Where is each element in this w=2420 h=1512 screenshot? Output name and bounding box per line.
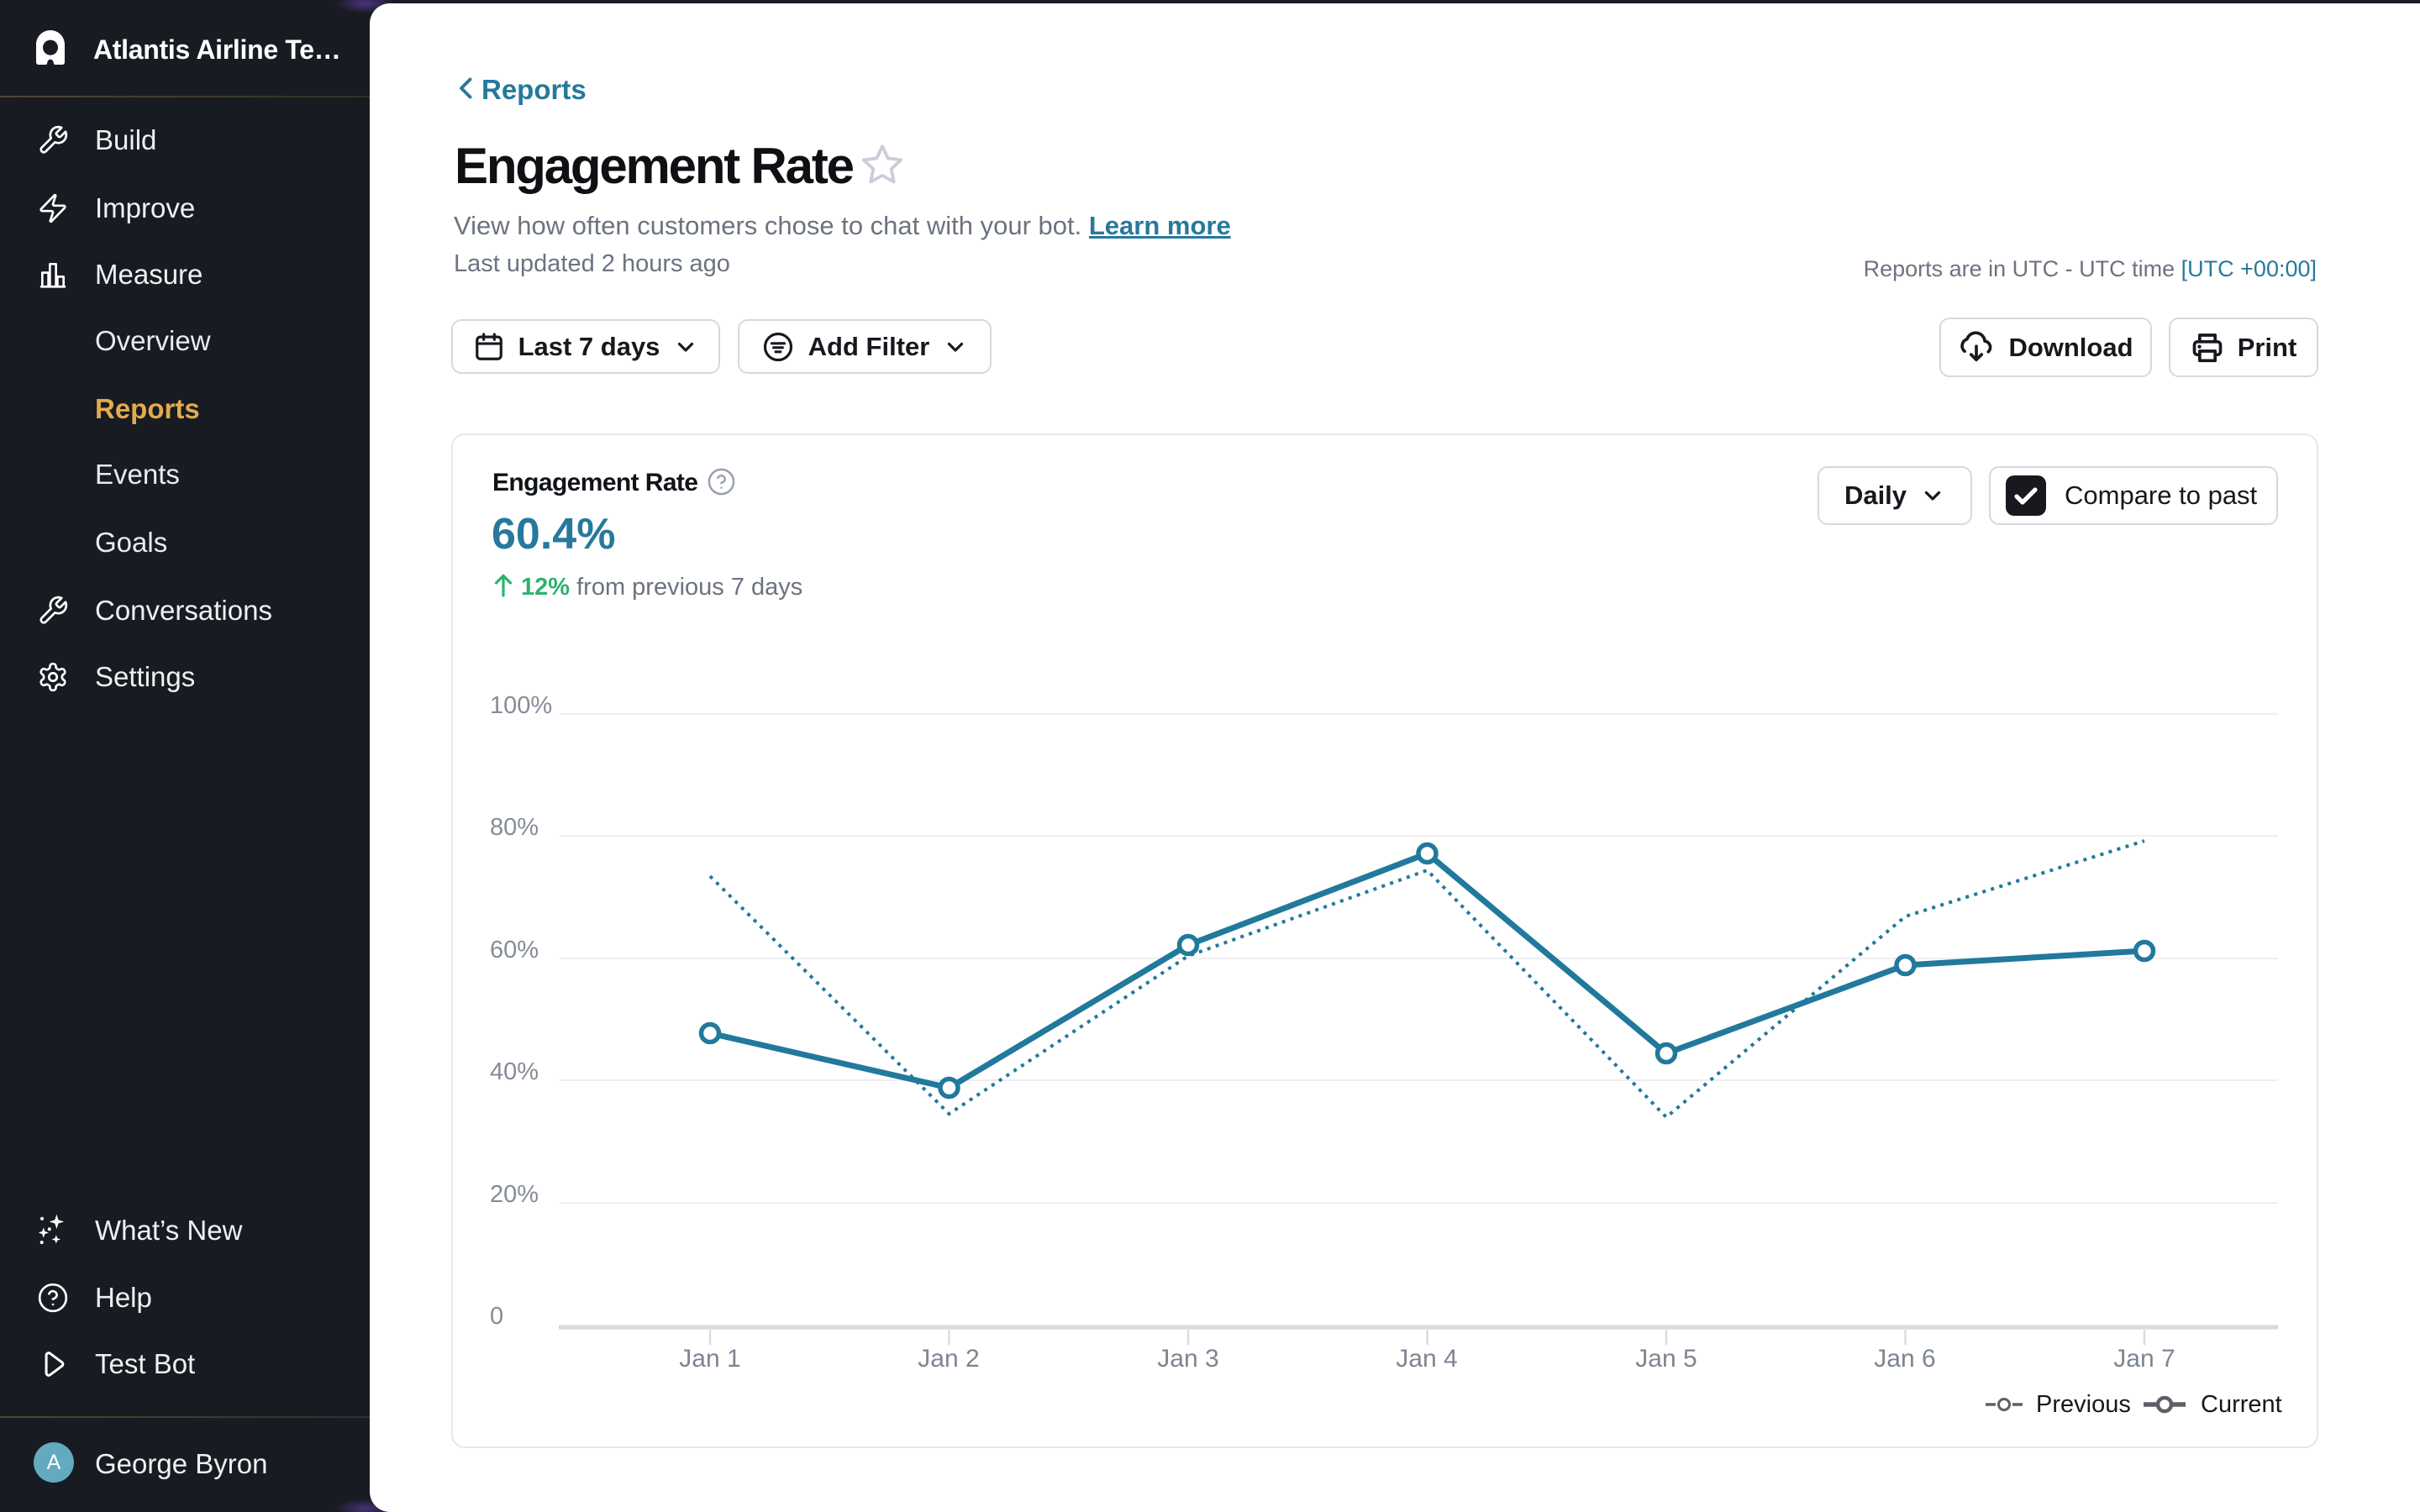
svg-text:Jan 4: Jan 4 [1396,1345,1457,1373]
svg-text:Jan 5: Jan 5 [1635,1345,1697,1373]
svg-text:Jan 7: Jan 7 [2113,1345,2175,1373]
svg-text:20%: 20% [490,1181,539,1208]
svg-text:Jan 1: Jan 1 [679,1345,740,1373]
svg-text:Jan 6: Jan 6 [1874,1345,1935,1373]
svg-text:40%: 40% [490,1058,539,1085]
svg-text:80%: 80% [490,814,539,841]
svg-text:Jan 2: Jan 2 [918,1345,979,1373]
svg-text:Jan 3: Jan 3 [1157,1345,1218,1373]
svg-text:100%: 100% [490,692,552,719]
svg-text:60%: 60% [490,937,539,963]
svg-text:Previous: Previous [2036,1391,2131,1418]
svg-text:0: 0 [490,1303,503,1330]
svg-text:Current: Current [2201,1391,2282,1418]
